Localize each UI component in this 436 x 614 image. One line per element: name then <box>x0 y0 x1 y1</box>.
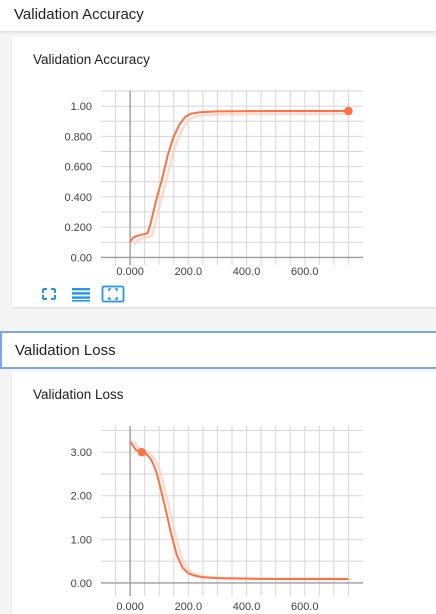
y-tick-label: 1.00 <box>71 101 92 113</box>
fit-domain-icon[interactable] <box>101 285 125 303</box>
section-title: Validation Accuracy <box>14 6 144 23</box>
fullscreen-icon[interactable] <box>38 285 60 303</box>
series-marker <box>137 447 146 457</box>
series-marker <box>344 106 353 116</box>
x-tick-label: 400.0 <box>233 601 261 613</box>
chart-card-validation-accuracy: Validation Accuracy 0.00 0.200 0.400 0.600 0… <box>12 37 436 307</box>
series-line <box>129 440 349 580</box>
chart-card-validation-loss: Validation Loss 0.00 1.00 2.00 3.00 0.000 200… <box>12 372 436 614</box>
accuracy-chart: 0.00 0.200 0.400 0.600 0.800 1.00 0.000 200.0 40… <box>64 90 363 278</box>
x-tick-label: 200.0 <box>175 266 203 278</box>
chart-title: Validation Accuracy <box>33 52 150 67</box>
y-tick-label: 1.00 <box>71 534 92 546</box>
loss-chart: 0.00 1.00 2.00 3.00 0.000 200.0 400.0 600.0 <box>71 426 363 613</box>
x-tick-label: 200.0 <box>175 601 203 613</box>
section-header-validation-accuracy[interactable]: Validation Accuracy <box>0 0 436 32</box>
data-table-icon[interactable] <box>70 285 92 303</box>
y-tick-label: 3.00 <box>71 447 92 459</box>
y-tick-label: 0.800 <box>64 131 92 143</box>
raw-series-line <box>133 112 353 246</box>
x-tick-label: 0.000 <box>116 266 144 278</box>
x-tick-label: 600.0 <box>291 601 319 613</box>
series-line <box>129 110 349 243</box>
y-tick-label: 0.00 <box>71 252 92 264</box>
section-header-validation-loss[interactable]: Validation Loss <box>0 331 436 369</box>
y-tick-label: 0.00 <box>71 578 92 590</box>
y-tick-label: 0.200 <box>64 222 92 234</box>
chart-title: Validation Loss <box>33 387 124 402</box>
x-tick-label: 400.0 <box>233 266 261 278</box>
y-tick-label: 0.400 <box>64 192 92 204</box>
x-tick-label: 600.0 <box>291 266 319 278</box>
y-tick-label: 2.00 <box>71 491 92 503</box>
x-tick-label: 0.000 <box>116 601 144 613</box>
section-title: Validation Loss <box>15 342 116 359</box>
y-tick-label: 0.600 <box>64 162 92 174</box>
